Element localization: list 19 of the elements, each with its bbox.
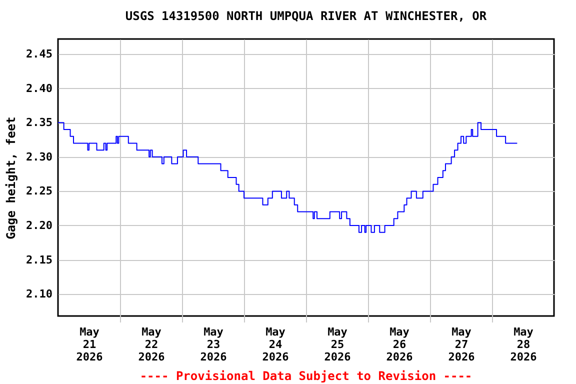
x-tick-label: May 28 2026 [510,326,538,364]
y-tick-label: 2.30 [26,150,52,164]
y-tick-label: 2.25 [26,184,52,198]
x-tick-label: May 23 2026 [200,326,228,364]
y-tick-label: 2.10 [26,288,52,301]
y-tick-label: 2.35 [26,116,52,130]
y-tick-label: 2.20 [26,218,52,232]
y-axis-title: Gage height, feet [4,116,18,240]
y-tick-label: 2.45 [26,48,52,61]
y-tick-label: 2.40 [26,82,52,95]
x-tick-label: May 26 2026 [386,326,414,364]
text: ---- Provisional Data Subject to Revision ---- [140,369,472,383]
x-tick-label: May 21 2026 [76,326,104,364]
x-tick-label: May 22 2026 [138,326,166,364]
x-tick-label: May 24 2026 [262,326,290,364]
chart-title: USGS 14319500 NORTH UMPQUA RIVER AT WINCHESTER, OR [125,9,488,23]
x-tick-label: May 25 2026 [324,326,352,364]
x-tick-label: May 27 2026 [448,326,476,364]
y-tick-label: 2.15 [26,253,52,266]
